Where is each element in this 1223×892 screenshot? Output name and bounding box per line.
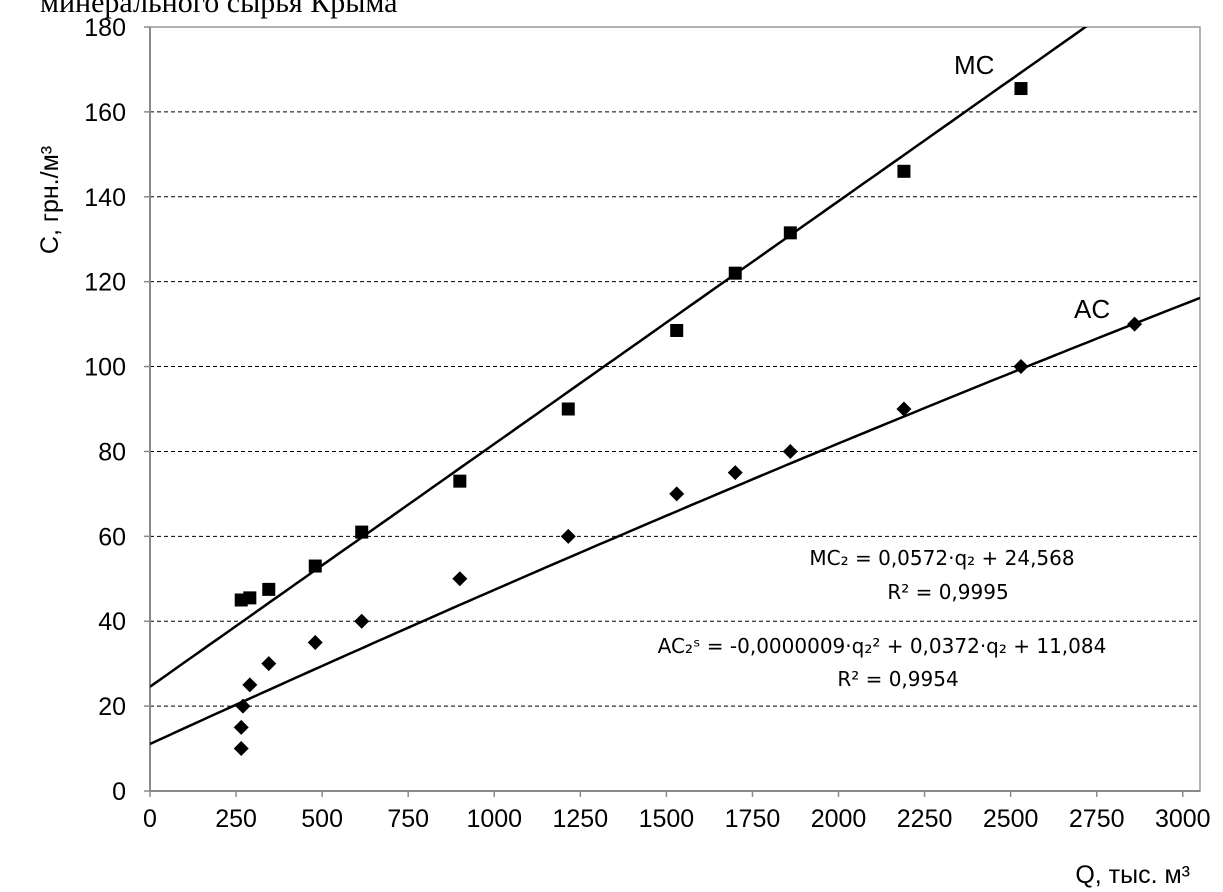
y-tick-label: 180	[84, 14, 126, 42]
axes-layer	[149, 26, 1201, 792]
point-ac	[233, 741, 249, 757]
point-mc	[1014, 82, 1028, 96]
annotations: C, грн./м³ Q, тыс. м³ MC AC MC₂ = 0,0572…	[36, 50, 1190, 889]
y-tick-label: 80	[98, 438, 126, 466]
x-tick-label: 2250	[897, 805, 953, 833]
trendline-ac	[150, 296, 1200, 746]
point-ac	[782, 443, 798, 459]
x-axis-title: Q, тыс. м³	[1075, 861, 1190, 889]
y-tick-label: 120	[84, 269, 126, 297]
data-points	[233, 82, 1143, 757]
y-tick-label: 20	[98, 693, 126, 721]
y-tick-label: 160	[84, 99, 126, 127]
x-tick-label: 1000	[466, 805, 522, 833]
ac-r-squared: R² = 0,9954	[837, 667, 958, 691]
x-tick-label: 750	[387, 805, 429, 833]
grid-layer	[150, 26, 1200, 707]
x-tick-label: 2000	[811, 805, 867, 833]
point-mc	[728, 266, 742, 280]
mc-equation: MC₂ = 0,0572·q₂ + 24,568	[809, 546, 1074, 570]
point-mc	[561, 402, 575, 416]
point-mc	[355, 525, 369, 539]
point-ac	[727, 465, 743, 481]
y-tick-label: 0	[112, 778, 126, 806]
plot-border	[149, 26, 1201, 792]
point-ac	[261, 656, 277, 672]
x-tick-label: 3000	[1155, 805, 1211, 833]
series-label-mc: MC	[954, 50, 994, 80]
point-mc	[243, 591, 257, 605]
point-ac	[896, 401, 912, 417]
y-tick-label: 40	[98, 608, 126, 636]
point-mc	[308, 559, 322, 573]
series-label-ac: AC	[1074, 294, 1110, 324]
mc-r-squared: R² = 0,9995	[887, 580, 1008, 604]
point-ac	[354, 613, 370, 629]
y-tick-label: 60	[98, 523, 126, 551]
x-tick-label: 250	[215, 805, 257, 833]
point-ac	[669, 486, 685, 502]
x-tick-label: 1250	[553, 805, 609, 833]
ac-equation: AC₂ˢ = -0,0000009·q₂² + 0,0372·q₂ + 11,0…	[658, 634, 1107, 658]
point-mc	[897, 164, 911, 178]
point-mc	[670, 323, 684, 337]
y-tick-label: 100	[84, 354, 126, 382]
x-tick-label: 500	[301, 805, 343, 833]
point-ac	[1013, 359, 1029, 375]
y-tick-label: 140	[84, 184, 126, 212]
page-title: минерального сырья Крыма	[40, 0, 398, 19]
point-ac	[307, 634, 323, 650]
point-ac	[452, 571, 468, 587]
x-tick-label: 2500	[983, 805, 1039, 833]
point-ac	[242, 677, 258, 693]
point-ac	[560, 528, 576, 544]
point-mc	[783, 226, 797, 240]
x-tick-label: 1750	[725, 805, 781, 833]
point-mc	[453, 474, 467, 488]
x-tick-label: 2750	[1069, 805, 1125, 833]
point-ac	[233, 719, 249, 735]
trendline-mc	[150, 27, 1088, 688]
ticks-layer: 0 20 40 60 80 100 120 140 160 180 0 250 500 750 1000 12…	[84, 14, 1210, 833]
point-ac	[235, 698, 251, 714]
x-tick-label: 0	[143, 805, 157, 833]
x-tick-label: 1500	[639, 805, 695, 833]
point-ac	[1127, 316, 1143, 332]
point-mc	[262, 582, 276, 596]
y-axis-title: C, грн./м³	[36, 146, 64, 254]
